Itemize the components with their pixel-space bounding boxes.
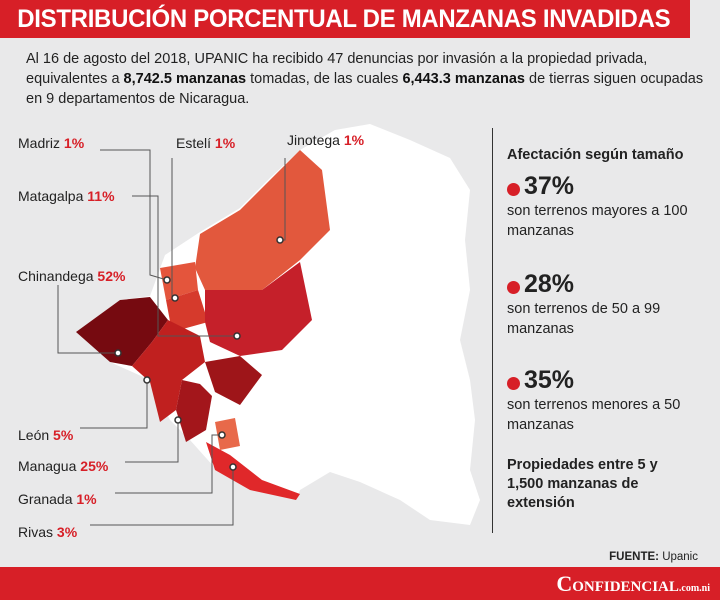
panel-title: Afectación según tamaño: [507, 147, 684, 163]
label-matagalpa: Matagalpa 11%: [18, 188, 115, 204]
source: FUENTE: Upanic: [609, 551, 698, 563]
label-chinandega: Chinandega 52%: [18, 268, 126, 284]
leader-rivas: [90, 467, 234, 526]
region-chinandega: [76, 297, 168, 366]
intro-part: Al 16 de agosto del 2018, UPANIC ha reci…: [26, 51, 648, 87]
dot-granada: [218, 431, 226, 439]
dot-leon: [143, 376, 151, 384]
region-madriz: [160, 262, 198, 300]
footer: Confidencial.com.ni: [0, 567, 720, 600]
stat-item: 35% son terrenos menores a 50 manzanas: [507, 366, 681, 433]
page-title: DISTRIBUCIÓN PORCENTUAL DE MANZANAS INVA…: [0, 0, 690, 38]
region-central: [205, 356, 262, 405]
stat-item: 37% son terrenos mayores a 100 manzanas: [507, 172, 688, 239]
intro-highlight: 6,443.3 manzanas: [402, 71, 525, 87]
region-rivas: [206, 442, 300, 500]
label-leon: León 5%: [18, 427, 74, 443]
region-managua: [176, 380, 212, 442]
region-matagalpa: [205, 262, 312, 356]
intro-part: tomadas, de las cuales: [246, 71, 403, 87]
region-leon: [132, 320, 205, 422]
region-granada: [215, 418, 240, 450]
bullet-dot-icon: [507, 377, 520, 390]
dot-madriz: [163, 276, 171, 284]
dot-chinandega: [114, 349, 122, 357]
dot-matagalpa: [233, 332, 241, 340]
bullet-dot-icon: [507, 183, 520, 196]
dot-jinotega: [276, 236, 284, 244]
dot-esteli: [171, 294, 179, 302]
location-dots: [114, 236, 284, 471]
logo: Confidencial.com.ni: [556, 571, 710, 596]
stat-item: 28% son terrenos de 50 a 99 manzanas: [507, 270, 661, 337]
label-managua: Managua 25%: [18, 458, 109, 474]
intro-highlight: 8,742.5 manzanas: [123, 71, 247, 87]
leader-matagalpa: [132, 195, 237, 337]
divider: [492, 128, 493, 533]
region-jinotega: [195, 150, 330, 290]
intro-text: Al 16 de agosto del 2018, UPANIC ha reci…: [26, 49, 706, 109]
label-rivas: Rivas 3%: [18, 524, 78, 540]
leader-madriz: [100, 149, 168, 281]
dot-managua: [174, 416, 182, 424]
label-madriz: Madriz 1%: [18, 135, 85, 151]
leader-managua: [125, 420, 179, 463]
intro-part: de tierras siguen ocupadas en 9 departam…: [26, 71, 704, 107]
leader-leon: [80, 380, 148, 429]
label-jinotega: Jinotega 1%: [287, 132, 365, 148]
label-esteli: Estelí 1%: [176, 135, 236, 151]
leader-granada: [115, 434, 222, 494]
panel-note: Propiedades entre 5 y 1,500 manzanas de …: [507, 457, 658, 511]
bullet-dot-icon: [507, 281, 520, 294]
leader-chinandega: [57, 285, 118, 354]
dot-rivas: [229, 463, 237, 471]
label-granada: Granada 1%: [18, 491, 97, 507]
